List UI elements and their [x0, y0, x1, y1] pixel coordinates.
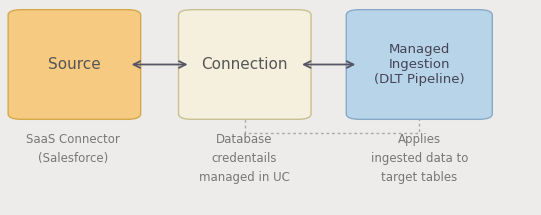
Text: Database
credentails
managed in UC: Database credentails managed in UC: [199, 133, 290, 184]
Text: Applies
ingested data to
target tables: Applies ingested data to target tables: [371, 133, 468, 184]
Text: Source: Source: [48, 57, 101, 72]
FancyBboxPatch shape: [179, 10, 311, 119]
Text: Connection: Connection: [202, 57, 288, 72]
FancyBboxPatch shape: [346, 10, 492, 119]
FancyBboxPatch shape: [8, 10, 141, 119]
Text: SaaS Connector
(Salesforce): SaaS Connector (Salesforce): [26, 133, 120, 165]
Text: Managed
Ingestion
(DLT Pipeline): Managed Ingestion (DLT Pipeline): [374, 43, 465, 86]
